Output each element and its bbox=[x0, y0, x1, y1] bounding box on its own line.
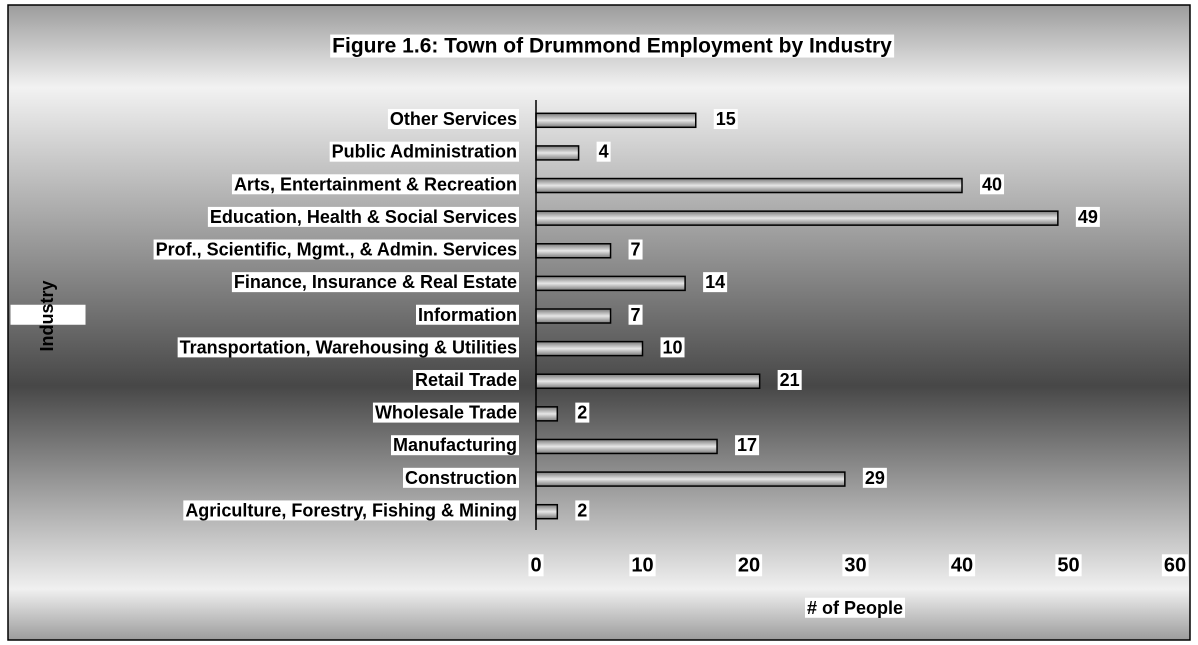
label-background bbox=[980, 174, 1005, 195]
label-background bbox=[735, 554, 763, 577]
label-background bbox=[330, 34, 895, 58]
label-background bbox=[528, 554, 544, 577]
y-tick-label: Manufacturing bbox=[393, 435, 517, 455]
bar bbox=[535, 308, 612, 324]
label-background bbox=[177, 337, 519, 358]
y-axis-label: Industry bbox=[37, 280, 57, 351]
label-background bbox=[575, 500, 590, 521]
y-tick-label: Finance, Insurance & Real Estate bbox=[234, 272, 517, 292]
label-background bbox=[183, 500, 519, 521]
data-label: 14 bbox=[705, 272, 725, 292]
data-label: 40 bbox=[982, 174, 1002, 194]
data-label: 2 bbox=[577, 500, 587, 520]
label-background bbox=[231, 272, 519, 293]
label-background bbox=[804, 597, 906, 618]
bar bbox=[535, 112, 697, 129]
bar bbox=[535, 145, 580, 161]
data-label: 21 bbox=[780, 370, 800, 390]
bar bbox=[535, 503, 559, 520]
x-tick-label: 40 bbox=[951, 554, 973, 576]
data-label: 49 bbox=[1078, 207, 1098, 227]
label-background bbox=[1075, 206, 1100, 227]
data-label: 2 bbox=[577, 403, 587, 423]
x-tick-label: 30 bbox=[844, 554, 866, 576]
label-background bbox=[391, 435, 519, 456]
label-background bbox=[777, 369, 802, 390]
label-background bbox=[153, 239, 519, 260]
bar bbox=[535, 471, 846, 487]
data-label: 10 bbox=[663, 337, 683, 357]
label-background bbox=[372, 402, 519, 423]
y-tick-label: Arts, Entertainment & Recreation bbox=[234, 174, 517, 194]
label-background bbox=[703, 272, 728, 293]
label-background bbox=[1055, 554, 1082, 577]
bar bbox=[535, 340, 644, 357]
bar bbox=[535, 210, 1059, 226]
data-label: 7 bbox=[631, 305, 641, 325]
label-background bbox=[403, 467, 519, 488]
label-background bbox=[629, 554, 656, 577]
label-background bbox=[412, 369, 519, 390]
label-background bbox=[628, 239, 643, 260]
bar bbox=[535, 177, 963, 194]
data-label: 29 bbox=[865, 468, 885, 488]
y-tick-label: Agriculture, Forestry, Fishing & Mining bbox=[185, 500, 517, 520]
label-background bbox=[10, 304, 86, 325]
x-tick-label: 10 bbox=[631, 554, 653, 576]
x-tick-label: 60 bbox=[1164, 554, 1186, 576]
x-axis-label: # of People bbox=[807, 598, 903, 618]
bar bbox=[535, 438, 718, 455]
data-label: 7 bbox=[631, 240, 641, 260]
label-background bbox=[660, 337, 685, 358]
data-label: 4 bbox=[599, 142, 609, 162]
data-label: 17 bbox=[737, 435, 757, 455]
y-tick-label: Construction bbox=[405, 468, 517, 488]
label-background bbox=[416, 304, 519, 325]
chart-title: Figure 1.6: Town of Drummond Employment … bbox=[332, 35, 892, 58]
y-tick-label: Prof., Scientific, Mgmt., & Admin. Servi… bbox=[156, 240, 517, 260]
bar bbox=[535, 406, 559, 422]
y-tick-label: Wholesale Trade bbox=[375, 403, 517, 423]
data-label: 15 bbox=[716, 109, 736, 129]
y-tick-label: Public Administration bbox=[332, 142, 517, 162]
bar bbox=[535, 373, 761, 389]
label-background bbox=[231, 174, 519, 195]
label-background bbox=[862, 467, 887, 488]
label-background bbox=[596, 141, 611, 162]
label-background bbox=[575, 402, 590, 423]
y-tick-label: Transportation, Warehousing & Utilities bbox=[180, 337, 517, 357]
y-tick-label: Other Services bbox=[390, 109, 517, 129]
label-background bbox=[948, 554, 976, 577]
x-tick-label: 50 bbox=[1057, 554, 1079, 576]
label-background bbox=[628, 304, 643, 325]
y-tick-label: Information bbox=[418, 305, 517, 325]
y-tick-label: Retail Trade bbox=[415, 370, 517, 390]
label-background bbox=[1161, 554, 1189, 577]
label-background bbox=[735, 435, 760, 456]
y-tick-label: Education, Health & Social Services bbox=[210, 207, 517, 227]
label-background bbox=[842, 554, 869, 577]
label-background bbox=[713, 109, 738, 130]
label-background bbox=[329, 141, 519, 162]
bar bbox=[535, 275, 686, 292]
x-tick-label: 20 bbox=[738, 554, 760, 576]
bar bbox=[535, 243, 612, 259]
label-background bbox=[207, 206, 519, 227]
x-tick-label: 0 bbox=[530, 554, 541, 576]
label-background bbox=[387, 109, 519, 130]
